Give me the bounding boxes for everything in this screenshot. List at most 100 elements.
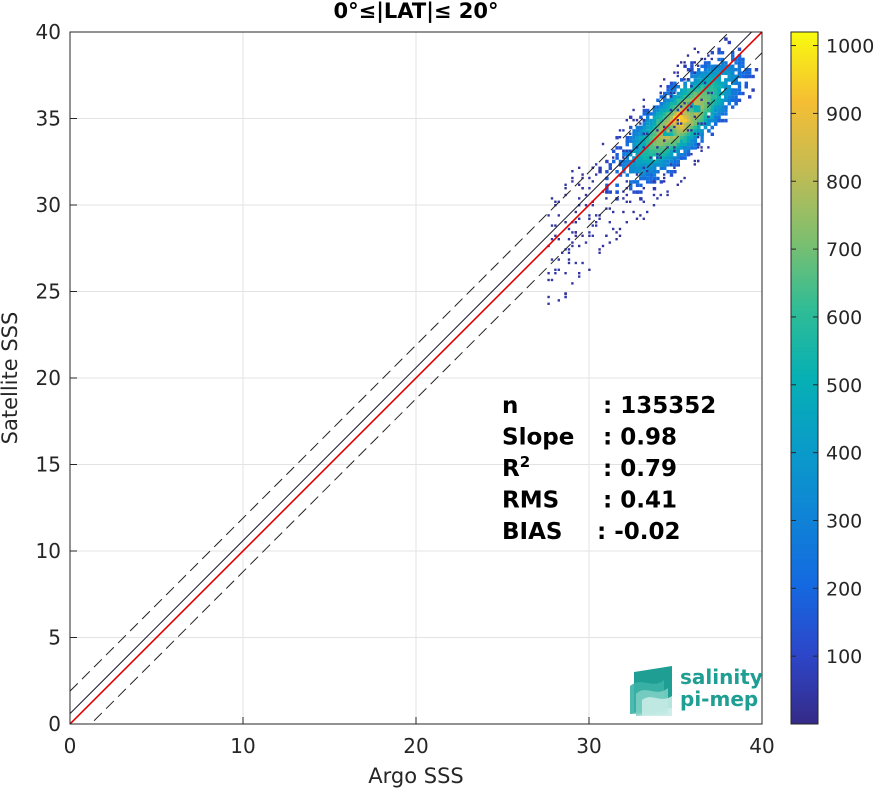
density-cell <box>727 64 731 68</box>
density-cell <box>693 85 697 89</box>
density-cell <box>686 112 691 116</box>
density-cell <box>720 112 725 116</box>
density-cell <box>646 142 650 147</box>
density-cell <box>734 57 738 62</box>
density-cell <box>680 156 684 160</box>
ref-line <box>90 52 762 724</box>
density-cell <box>724 91 728 96</box>
density-cell <box>571 241 574 244</box>
density-cell <box>693 139 697 143</box>
density-cell <box>652 125 657 130</box>
density-cell <box>693 163 696 166</box>
density-cell <box>629 200 632 203</box>
density-cell <box>710 98 714 102</box>
density-cell <box>693 91 697 96</box>
density-cell <box>656 176 660 181</box>
density-cell <box>697 81 701 85</box>
density-cell <box>646 149 650 153</box>
ref-line <box>70 32 762 724</box>
density-cell <box>717 64 721 68</box>
density-cell <box>673 170 677 174</box>
density-cell <box>741 71 745 75</box>
density-cell <box>635 149 640 153</box>
density-cell <box>693 125 697 130</box>
density-cell <box>680 78 684 82</box>
density-cell <box>550 278 554 282</box>
density-cell <box>663 105 667 109</box>
density-cell <box>557 238 560 241</box>
density-cell <box>557 299 560 302</box>
density-cell <box>693 159 696 163</box>
density-cell <box>666 146 669 149</box>
density-cell <box>676 74 679 78</box>
density-cell <box>737 74 742 79</box>
density-cell <box>598 166 602 170</box>
density-cell <box>669 142 674 147</box>
density-cell <box>724 68 728 72</box>
y-tick-label: 15 <box>36 453 61 477</box>
density-cell <box>686 139 691 143</box>
density-cell <box>615 156 619 160</box>
density-cell <box>690 105 693 108</box>
density-cell <box>693 78 697 82</box>
density-cell <box>707 85 711 89</box>
density-cell <box>649 146 653 150</box>
density-cell <box>608 190 612 194</box>
density-cell <box>646 122 650 126</box>
colorbar-ticks: 100 200 300 400 500 600 700 800 900 1000 <box>791 36 874 668</box>
density-cell <box>680 95 684 99</box>
density-cell <box>669 159 674 164</box>
density-cell <box>724 88 728 92</box>
density-cell <box>669 146 674 150</box>
density-cell <box>720 105 725 109</box>
density-cell <box>700 102 704 106</box>
density-cell <box>731 74 735 79</box>
density-cell <box>697 119 701 123</box>
density-cell <box>656 108 660 113</box>
density-cell <box>693 61 696 64</box>
density-cell <box>710 125 714 130</box>
colorbar-tick-label: 300 <box>826 510 862 532</box>
x-tick-label: 10 <box>230 734 255 758</box>
density-cell <box>703 119 708 123</box>
stat-label: BIAS <box>502 519 562 545</box>
density-cell <box>714 64 718 68</box>
density-cell <box>666 149 670 153</box>
density-cell <box>686 88 691 92</box>
density-cell <box>629 136 633 140</box>
density-cell <box>656 132 660 136</box>
density-cell <box>707 102 710 105</box>
stat-value: : 0.41 <box>603 488 677 514</box>
density-cell <box>751 74 755 79</box>
density-cell <box>659 112 663 116</box>
density-cell <box>737 57 742 62</box>
density-cell <box>673 98 677 102</box>
density-cell <box>635 163 640 167</box>
density-cell <box>683 132 687 136</box>
density-cell <box>557 200 560 203</box>
density-cell <box>622 129 625 132</box>
density-cell <box>710 78 714 82</box>
density-cell <box>683 78 686 81</box>
density-cell <box>618 234 622 237</box>
density-cell <box>656 197 659 200</box>
density-cell <box>595 221 598 224</box>
density-cell <box>588 187 591 190</box>
density-cell <box>659 125 663 130</box>
density-cell <box>632 108 635 112</box>
density-cell <box>635 156 640 160</box>
density-cell <box>567 261 571 265</box>
density-cell <box>652 176 657 181</box>
density-cell <box>707 119 711 123</box>
density-cell <box>659 108 663 113</box>
density-cell <box>703 112 708 116</box>
density-cell <box>707 108 711 113</box>
density-cell <box>635 159 640 164</box>
density-cell <box>652 149 657 153</box>
logo-mark-icon <box>630 666 672 716</box>
colorbar-tick-label: 800 <box>826 171 862 193</box>
density-cell <box>700 95 704 99</box>
density-cell <box>547 295 550 299</box>
density-cell <box>632 129 636 133</box>
density-cell <box>710 74 714 79</box>
